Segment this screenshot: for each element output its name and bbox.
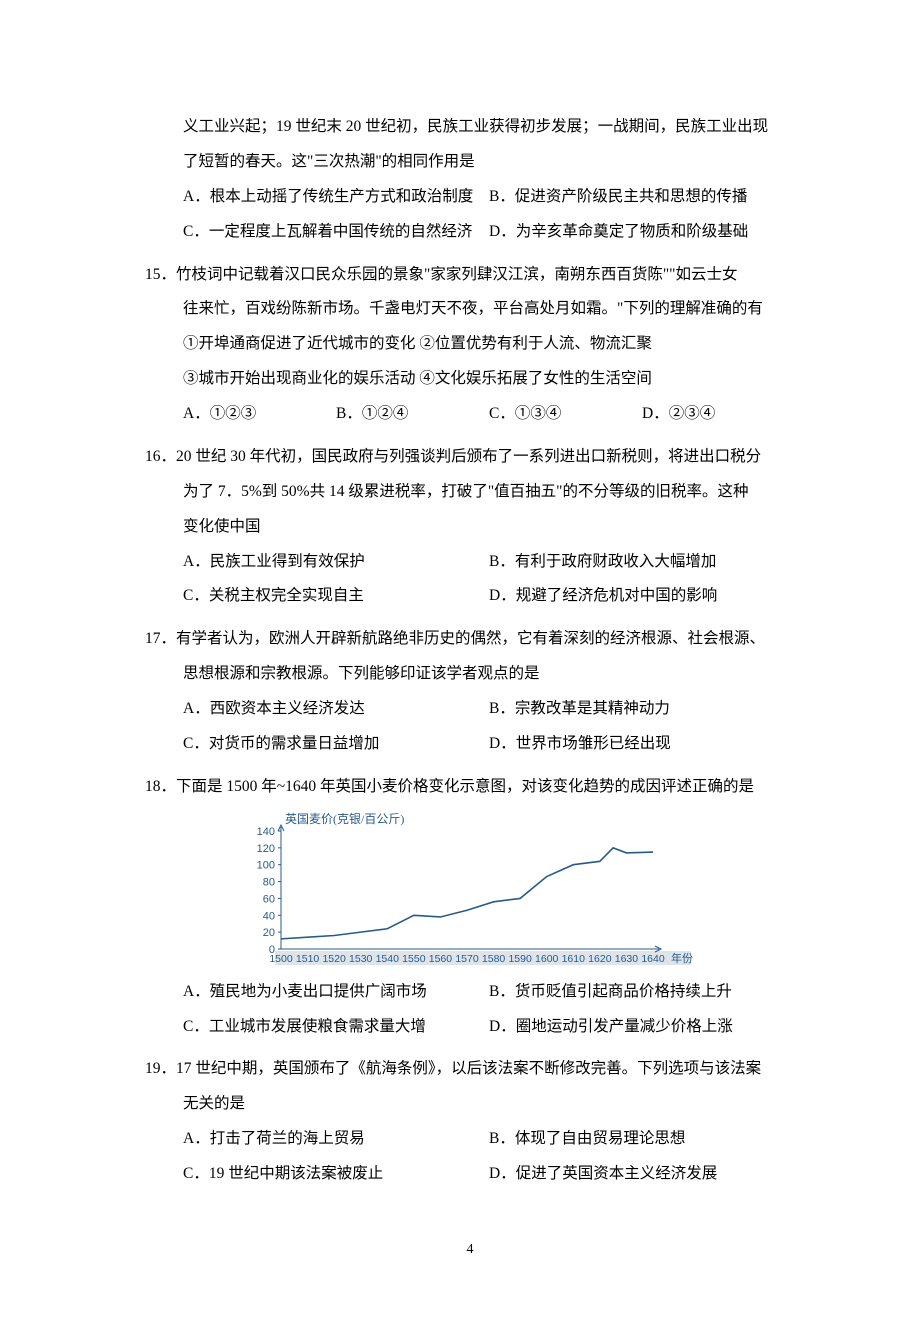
- svg-text:1560: 1560: [429, 953, 453, 965]
- question-15: 15．竹枝词中记载着汉口民众乐园的景象"家家列肆汉江滨，南朔东西百货陈""如云士…: [145, 258, 795, 432]
- q14-options-row2: C．一定程度上瓦解着中国传统的自然经济 D．为辛亥革命奠定了物质和阶级基础: [145, 215, 795, 250]
- svg-text:1640: 1640: [641, 953, 665, 965]
- question-19: 19．17 世纪中期，英国颁布了《航海条例》，以后该法案不断修改完善。下列选项与…: [145, 1052, 795, 1192]
- q19-option-a: A．打击了荷兰的海上贸易: [183, 1122, 489, 1157]
- q17-options-row1: A．西欧资本主义经济发达 B．宗教改革是其精神动力: [145, 692, 795, 727]
- q17-option-b: B．宗教改革是其精神动力: [489, 692, 795, 727]
- q14-option-d: D．为辛亥革命奠定了物质和阶级基础: [489, 215, 795, 250]
- q15-options: A．①②③ B．①②④ C．①③④ D．②③④: [145, 397, 795, 432]
- svg-text:1530: 1530: [349, 953, 373, 965]
- q18-options-row1: A．殖民地为小麦出口提供广阔市场 B．货币贬值引起商品价格持续上升: [145, 975, 795, 1010]
- q14-option-c: C．一定程度上瓦解着中国传统的自然经济: [183, 215, 489, 250]
- svg-text:1570: 1570: [455, 953, 479, 965]
- q17-option-a: A．西欧资本主义经济发达: [183, 692, 489, 727]
- svg-text:英国麦价(克银/百公斤): 英国麦价(克银/百公斤): [285, 812, 404, 826]
- q15-option-d: D．②③④: [642, 397, 795, 432]
- svg-text:100: 100: [257, 859, 275, 871]
- svg-text:140: 140: [257, 826, 275, 838]
- q19-options-row1: A．打击了荷兰的海上贸易 B．体现了自由贸易理论思想: [145, 1122, 795, 1157]
- wheat-price-chart: 英国麦价(克银/百公斤)0204060801001201401500151015…: [235, 811, 695, 971]
- svg-text:1540: 1540: [376, 953, 400, 965]
- q18-stem-1: 18．下面是 1500 年~1640 年英国小麦价格变化示意图，对该变化趋势的成…: [145, 770, 795, 805]
- q18-option-d: D．圈地运动引发产量减少价格上涨: [489, 1010, 795, 1045]
- q16-stem-1: 16．20 世纪 30 年代初，国民政府与列强谈判后颁布了一系列进出口新税则，将…: [145, 440, 795, 475]
- q18-chart: 英国麦价(克银/百公斤)0204060801001201401500151015…: [145, 811, 795, 971]
- q14-option-b: B．促进资产阶级民主共和思想的传播: [489, 180, 795, 215]
- page-number: 4: [145, 1234, 795, 1266]
- q19-options-row2: C．19 世纪中期该法案被废止 D．促进了英国资本主义经济发展: [145, 1157, 795, 1192]
- q18-option-b: B．货币贬值引起商品价格持续上升: [489, 975, 795, 1010]
- svg-text:年份: 年份: [671, 951, 693, 965]
- svg-text:1600: 1600: [535, 953, 559, 965]
- q15-stem-1: 15．竹枝词中记载着汉口民众乐园的景象"家家列肆汉江滨，南朔东西百货陈""如云士…: [145, 258, 795, 293]
- q17-option-c: C．对货币的需求量日益增加: [183, 727, 489, 762]
- q16-stem-2: 为了 7．5%到 50%共 14 级累进税率，打破了"值百抽五"的不分等级的旧税…: [145, 475, 795, 510]
- svg-text:1510: 1510: [296, 953, 320, 965]
- q17-stem-2: 思想根源和宗教根源。下列能够印证该学者观点的是: [145, 657, 795, 692]
- q18-options-row2: C．工业城市发展使粮食需求量大增 D．圈地运动引发产量减少价格上涨: [145, 1010, 795, 1045]
- q19-option-b: B．体现了自由贸易理论思想: [489, 1122, 795, 1157]
- svg-text:1590: 1590: [508, 953, 532, 965]
- svg-text:60: 60: [263, 893, 275, 905]
- q16-option-a: A．民族工业得到有效保护: [183, 545, 489, 580]
- q16-stem-3: 变化使中国: [145, 510, 795, 545]
- svg-text:1550: 1550: [402, 953, 426, 965]
- q15-sub-1: ①开埠通商促进了近代城市的变化 ②位置优势有利于人流、物流汇聚: [145, 327, 795, 362]
- q16-options-row2: C．关税主权完全实现自主 D．规避了经济危机对中国的影响: [145, 579, 795, 614]
- q16-option-b: B．有利于政府财政收入大幅增加: [489, 545, 795, 580]
- q18-option-a: A．殖民地为小麦出口提供广阔市场: [183, 975, 489, 1010]
- q16-option-c: C．关税主权完全实现自主: [183, 579, 489, 614]
- q15-option-b: B．①②④: [336, 397, 489, 432]
- svg-text:120: 120: [257, 842, 275, 854]
- q14-option-a: A．根本上动摇了传统生产方式和政治制度: [183, 180, 489, 215]
- svg-text:1620: 1620: [588, 953, 612, 965]
- q16-option-d: D．规避了经济危机对中国的影响: [489, 579, 795, 614]
- q19-stem-2: 无关的是: [145, 1087, 795, 1122]
- q17-options-row2: C．对货币的需求量日益增加 D．世界市场雏形已经出现: [145, 727, 795, 762]
- question-17: 17．有学者认为，欧洲人开辟新航路绝非历史的偶然，它有着深刻的经济根源、社会根源…: [145, 622, 795, 762]
- question-14-cont: 义工业兴起；19 世纪末 20 世纪初，民族工业获得初步发展；一战期间，民族工业…: [145, 110, 795, 250]
- q19-stem-1: 19．17 世纪中期，英国颁布了《航海条例》，以后该法案不断修改完善。下列选项与…: [145, 1052, 795, 1087]
- q14-stem-cont-1: 义工业兴起；19 世纪末 20 世纪初，民族工业获得初步发展；一战期间，民族工业…: [145, 110, 795, 145]
- svg-text:1520: 1520: [322, 953, 346, 965]
- q15-option-a: A．①②③: [183, 397, 336, 432]
- svg-text:1630: 1630: [615, 953, 639, 965]
- svg-text:40: 40: [263, 910, 275, 922]
- question-18: 18．下面是 1500 年~1640 年英国小麦价格变化示意图，对该变化趋势的成…: [145, 770, 795, 1045]
- q16-options-row1: A．民族工业得到有效保护 B．有利于政府财政收入大幅增加: [145, 545, 795, 580]
- q14-options-row1: A．根本上动摇了传统生产方式和政治制度 B．促进资产阶级民主共和思想的传播: [145, 180, 795, 215]
- q15-stem-2: 往来忙，百戏纷陈新市场。千盏电灯天不夜，平台高处月如霜。"下列的理解准确的有: [145, 292, 795, 327]
- svg-text:1580: 1580: [482, 953, 506, 965]
- q17-stem-1: 17．有学者认为，欧洲人开辟新航路绝非历史的偶然，它有着深刻的经济根源、社会根源…: [145, 622, 795, 657]
- q17-option-d: D．世界市场雏形已经出现: [489, 727, 795, 762]
- q19-option-c: C．19 世纪中期该法案被废止: [183, 1157, 489, 1192]
- svg-text:1610: 1610: [562, 953, 586, 965]
- q15-sub-2: ③城市开始出现商业化的娱乐活动 ④文化娱乐拓展了女性的生活空间: [145, 362, 795, 397]
- svg-text:20: 20: [263, 927, 275, 939]
- question-16: 16．20 世纪 30 年代初，国民政府与列强谈判后颁布了一系列进出口新税则，将…: [145, 440, 795, 614]
- svg-text:1500: 1500: [269, 953, 293, 965]
- q18-option-c: C．工业城市发展使粮食需求量大增: [183, 1010, 489, 1045]
- q19-option-d: D．促进了英国资本主义经济发展: [489, 1157, 795, 1192]
- svg-text:80: 80: [263, 876, 275, 888]
- q14-stem-cont-2: 了短暂的春天。这"三次热潮"的相同作用是: [145, 145, 795, 180]
- q15-option-c: C．①③④: [489, 397, 642, 432]
